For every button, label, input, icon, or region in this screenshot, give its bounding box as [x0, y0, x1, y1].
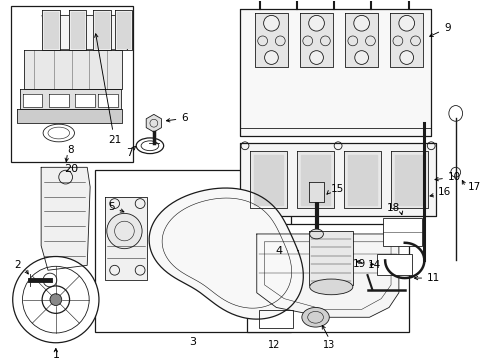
Ellipse shape [366, 0, 377, 1]
Polygon shape [24, 50, 122, 89]
Text: 10: 10 [435, 172, 461, 182]
Polygon shape [117, 13, 130, 48]
Ellipse shape [400, 51, 414, 64]
Text: 15: 15 [331, 184, 344, 194]
Ellipse shape [354, 15, 369, 31]
Bar [11, 6, 133, 162]
Polygon shape [297, 150, 334, 208]
Text: 8: 8 [67, 145, 74, 155]
Ellipse shape [265, 51, 278, 64]
Polygon shape [98, 94, 118, 107]
Text: 4: 4 [276, 246, 283, 256]
Polygon shape [309, 182, 324, 202]
Polygon shape [75, 94, 95, 107]
Ellipse shape [355, 51, 368, 64]
Ellipse shape [310, 51, 323, 64]
Ellipse shape [107, 213, 142, 249]
Polygon shape [345, 13, 378, 67]
Text: 16: 16 [438, 187, 451, 197]
Text: 11: 11 [426, 273, 440, 283]
Polygon shape [240, 9, 431, 136]
Bar [95, 170, 291, 332]
Polygon shape [255, 13, 288, 67]
Polygon shape [122, 15, 127, 50]
Polygon shape [146, 114, 162, 132]
Polygon shape [301, 154, 330, 204]
Polygon shape [49, 94, 69, 107]
Ellipse shape [302, 307, 329, 327]
Text: 19: 19 [353, 259, 367, 269]
Ellipse shape [328, 0, 340, 1]
Ellipse shape [254, 0, 266, 1]
Polygon shape [93, 10, 111, 50]
Text: 9: 9 [430, 23, 451, 36]
Ellipse shape [50, 294, 62, 306]
Ellipse shape [264, 15, 279, 31]
Bar [377, 253, 412, 275]
Text: 2: 2 [14, 260, 21, 270]
Ellipse shape [310, 279, 353, 295]
Polygon shape [390, 13, 423, 67]
Text: 14: 14 [357, 260, 381, 270]
Ellipse shape [403, 0, 415, 1]
Polygon shape [309, 231, 353, 285]
Polygon shape [17, 108, 122, 123]
Polygon shape [42, 15, 127, 50]
Ellipse shape [310, 229, 323, 239]
Polygon shape [344, 150, 381, 208]
Text: 20: 20 [65, 164, 78, 174]
Polygon shape [348, 154, 377, 204]
Bar [259, 310, 293, 328]
Polygon shape [20, 89, 121, 108]
Polygon shape [105, 197, 147, 280]
Ellipse shape [309, 15, 324, 31]
Polygon shape [300, 13, 333, 67]
Polygon shape [42, 10, 60, 50]
Text: 5: 5 [108, 202, 124, 212]
Text: 17: 17 [467, 182, 481, 192]
Text: 7: 7 [125, 147, 136, 158]
Polygon shape [240, 143, 436, 216]
Polygon shape [23, 94, 42, 107]
Text: 13: 13 [323, 340, 336, 350]
Text: 21: 21 [95, 34, 121, 145]
Ellipse shape [291, 0, 303, 1]
Text: 18: 18 [387, 203, 400, 213]
Ellipse shape [399, 15, 415, 31]
Polygon shape [391, 150, 428, 208]
Polygon shape [257, 234, 399, 317]
Polygon shape [41, 167, 90, 270]
Polygon shape [250, 150, 287, 208]
Ellipse shape [13, 257, 99, 343]
Bar [247, 224, 409, 332]
Polygon shape [69, 10, 86, 50]
Polygon shape [395, 154, 424, 204]
Text: 6: 6 [167, 113, 188, 123]
Polygon shape [254, 154, 283, 204]
Polygon shape [95, 13, 109, 48]
Polygon shape [149, 188, 303, 319]
Text: 12: 12 [268, 340, 281, 350]
Bar [383, 218, 422, 246]
Polygon shape [115, 10, 132, 50]
Polygon shape [44, 13, 58, 48]
Polygon shape [71, 13, 84, 48]
Text: 1: 1 [52, 350, 59, 360]
Text: 3: 3 [190, 337, 196, 347]
